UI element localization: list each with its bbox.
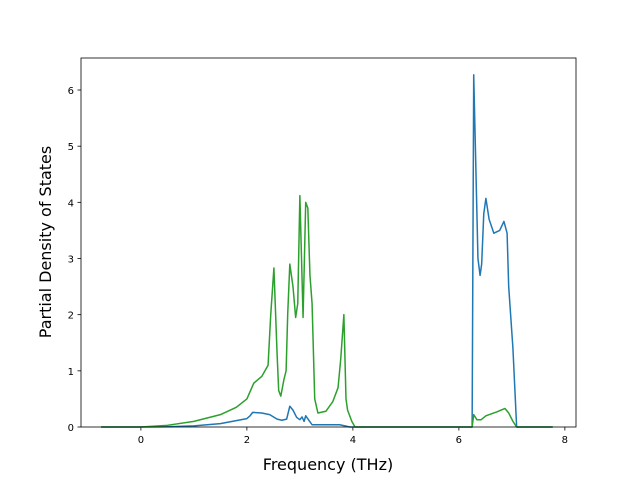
y-axis-label: Partial Density of States [36, 146, 55, 338]
plot-frame [80, 57, 577, 428]
x-tick-label: 4 [350, 435, 356, 446]
x-tick-label: 0 [138, 435, 144, 446]
x-tick-label: 2 [244, 435, 250, 446]
series-line [101, 74, 553, 428]
y-tick-label: 1 [68, 367, 74, 378]
x-axis-label: Frequency (THz) [263, 455, 393, 474]
y-tick-label: 2 [68, 311, 74, 322]
y-tick-label: 6 [68, 86, 74, 97]
y-tick-label: 3 [68, 255, 74, 266]
x-tick-label: 6 [456, 435, 462, 446]
series-line [101, 194, 553, 428]
y-tick-label: 0 [68, 423, 74, 434]
y-tick-label: 4 [68, 198, 74, 209]
x-tick-label: 8 [562, 435, 568, 446]
y-tick-label: 5 [68, 142, 74, 153]
